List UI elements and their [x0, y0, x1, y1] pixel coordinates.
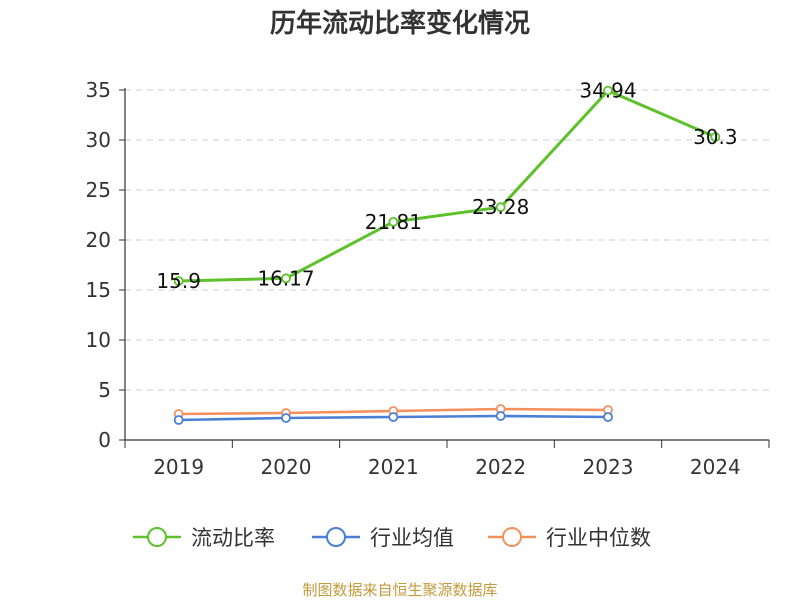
y-tick-label: 20: [86, 228, 111, 252]
legend-marker: [502, 527, 522, 547]
legend-marker: [147, 527, 167, 547]
x-tick-label: 2022: [475, 455, 526, 479]
x-tick-label: 2024: [690, 455, 741, 479]
legend-item[interactable]: 行业均值: [312, 526, 454, 550]
x-tick-label: 2020: [261, 455, 312, 479]
y-tick-label: 25: [86, 178, 111, 202]
x-tick-label: 2021: [368, 455, 419, 479]
x-tick-label: 2023: [583, 455, 634, 479]
data-point: [281, 413, 291, 423]
data-point: [603, 412, 613, 422]
y-tick-label: 15: [86, 278, 111, 302]
y-tick-label: 0: [98, 428, 111, 452]
data-point: [495, 202, 506, 213]
series-line: [178, 89, 716, 283]
y-tick-label: 10: [86, 328, 111, 352]
series-layer: [173, 85, 721, 425]
legend-label: 流动比率: [191, 526, 275, 550]
data-point: [603, 85, 613, 96]
data-point: [281, 273, 291, 284]
legend[interactable]: 流动比率 行业均值 行业中位数: [133, 526, 651, 550]
data-point: [388, 412, 399, 422]
chart-title: 历年流动比率变化情况: [270, 8, 530, 39]
data-label: 23.28: [472, 195, 529, 219]
data-point: [495, 411, 506, 421]
legend-label: 行业中位数: [546, 526, 651, 550]
source-note: 制图数据来自恒生聚源数据库: [302, 581, 497, 599]
data-label: 34.94: [579, 79, 636, 103]
data-label: 16.17: [257, 266, 314, 290]
data-point: [388, 216, 399, 227]
legend-item[interactable]: 流动比率: [133, 526, 275, 550]
axes: 0 5 10 15 20 25 30 35 2019 2020 2021 2022 2023 2024: [86, 78, 770, 479]
data-label: 30.3: [693, 125, 738, 149]
data-point: [173, 276, 184, 286]
data-point: [710, 132, 721, 142]
data-point: [173, 415, 184, 425]
y-tick-label: 30: [86, 128, 111, 152]
data-label: 15.9: [156, 269, 201, 293]
x-tick-label: 2019: [153, 455, 204, 479]
legend-item[interactable]: 行业中位数: [488, 526, 651, 550]
data-label: 21.81: [365, 210, 422, 234]
grid-lines: [125, 89, 769, 391]
legend-label: 行业均值: [370, 526, 454, 550]
legend-marker: [326, 527, 346, 547]
y-tick-label: 5: [98, 378, 111, 402]
y-tick-label: 35: [86, 78, 111, 102]
data-labels: 15.9 16.17 21.81 23.28 34.94 30.3: [156, 79, 737, 293]
